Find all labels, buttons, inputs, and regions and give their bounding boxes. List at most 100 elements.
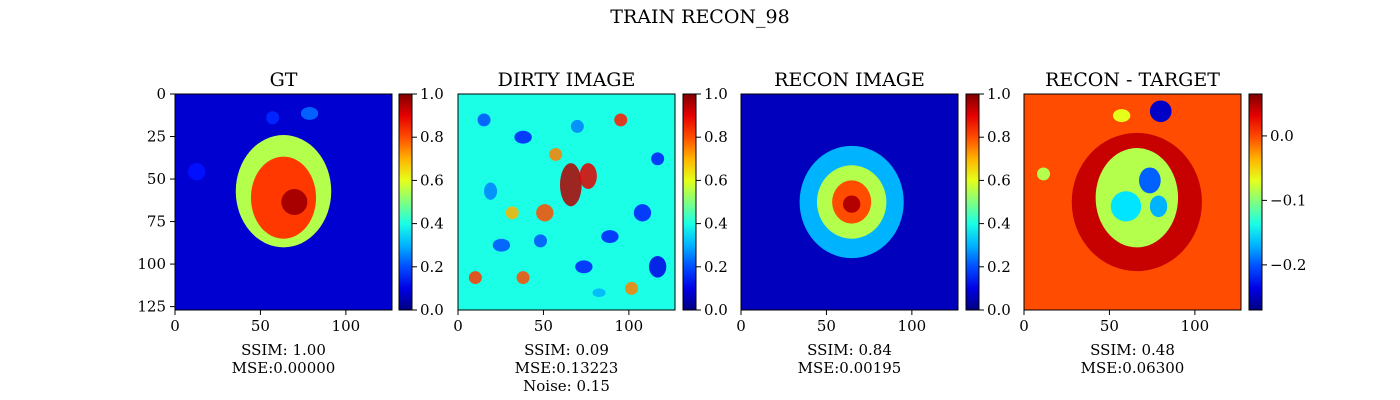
heatmap-feature xyxy=(468,271,482,285)
colorbar-tick-label: −0.1 xyxy=(1270,191,1306,209)
y-tick-label: 50 xyxy=(147,170,166,188)
heatmap-feature xyxy=(1139,167,1161,194)
figure-title: TRAIN RECON_98 xyxy=(610,6,789,28)
colorbar-tick-label: 0.4 xyxy=(420,215,444,233)
heatmap-image xyxy=(1037,100,1202,272)
x-tick-label: 100 xyxy=(1181,317,1210,335)
colorbar-tick-label: 0.2 xyxy=(420,258,444,276)
colorbar-tick-label: 0.2 xyxy=(704,258,728,276)
heatmap-feature xyxy=(533,234,547,248)
axes-frame xyxy=(1023,93,1242,311)
heatmap-feature xyxy=(570,119,584,133)
heatmap-feature xyxy=(601,230,619,244)
colorbar xyxy=(682,93,697,311)
x-tick-label: 100 xyxy=(615,317,644,335)
axes-frame xyxy=(174,93,393,311)
heatmap-feature xyxy=(1112,109,1131,123)
y-tick-label: 0 xyxy=(156,85,166,103)
colorbar xyxy=(1248,93,1263,311)
y-tick-label: 75 xyxy=(147,213,166,231)
heatmap-feature xyxy=(536,204,554,222)
metric-line: MSE:0.13223 xyxy=(515,359,619,377)
heatmap-feature xyxy=(633,204,652,222)
y-tick-label: 25 xyxy=(147,128,166,146)
colorbar xyxy=(398,93,413,311)
heatmap-feature xyxy=(549,148,563,161)
heatmap-feature xyxy=(300,106,319,120)
colorbar-tick-label: 0.4 xyxy=(704,215,728,233)
metric-line: SSIM: 0.84 xyxy=(807,341,892,359)
x-tick-label: 50 xyxy=(534,317,553,335)
heatmap-feature xyxy=(188,163,206,181)
colorbar-tick-label: 0.6 xyxy=(420,171,444,189)
y-tick-label: 100 xyxy=(137,255,166,273)
panel-title: GT xyxy=(270,69,298,91)
colorbar-tick-label: 0.0 xyxy=(1270,127,1294,145)
heatmap-feature xyxy=(477,113,491,127)
heatmap-image xyxy=(188,106,332,248)
colorbar-tick-label: 0.6 xyxy=(704,171,728,189)
colorbar-tick-label: 1.0 xyxy=(420,85,444,103)
panel-title: RECON IMAGE xyxy=(774,69,925,91)
heatmap-feature xyxy=(516,271,530,285)
metric-line: SSIM: 0.09 xyxy=(524,341,609,359)
panel-4: RECON - TARGET 0 50 100 0.0 −0.1 −0.2 SSIM: 0.4… xyxy=(1019,69,1306,377)
x-tick-label: 0 xyxy=(1019,317,1029,335)
x-tick-label: 0 xyxy=(453,317,463,335)
colorbar-tick-label: 1.0 xyxy=(704,85,728,103)
x-tick-label: 100 xyxy=(898,317,927,335)
heatmap-feature xyxy=(842,195,861,213)
panel-title: DIRTY IMAGE xyxy=(498,69,636,91)
colorbar-tick-label: 1.0 xyxy=(987,85,1011,103)
heatmap-feature xyxy=(614,113,628,127)
panel-3: RECON IMAGE 0 50 100 0.0 0.2 0.4 0.6 0.8 1.0 SSIM:… xyxy=(736,69,1011,377)
heatmap-feature xyxy=(648,255,667,278)
metric-line: MSE:0.00000 xyxy=(232,359,336,377)
metric-line: SSIM: 0.48 xyxy=(1090,341,1175,359)
colorbar-tick-label: 0.2 xyxy=(987,258,1011,276)
colorbar-tick-label: 0.6 xyxy=(987,171,1011,189)
x-tick-label: 0 xyxy=(736,317,746,335)
x-tick-label: 50 xyxy=(1100,317,1119,335)
metric-line: Noise: 0.15 xyxy=(523,377,610,395)
heatmap-image xyxy=(468,113,667,298)
heatmap-feature xyxy=(505,206,519,220)
metric-line: MSE:0.00195 xyxy=(798,359,902,377)
heatmap-feature xyxy=(1149,100,1172,123)
colorbar-tick-label: 0.0 xyxy=(420,301,444,319)
x-tick-label: 50 xyxy=(251,317,270,335)
heatmap-feature xyxy=(1037,167,1051,181)
x-tick-label: 0 xyxy=(170,317,180,335)
heatmap-feature xyxy=(575,260,593,274)
axes-frame xyxy=(457,93,676,311)
colorbar xyxy=(965,93,980,311)
heatmap-feature xyxy=(625,281,639,295)
heatmap-feature xyxy=(484,182,498,200)
heatmap-image xyxy=(799,145,904,259)
metric-line: SSIM: 1.00 xyxy=(241,341,326,359)
colorbar-tick-label: 0.8 xyxy=(704,128,728,146)
panel-title: RECON - TARGET xyxy=(1045,69,1220,91)
colorbar-tick-label: 0.0 xyxy=(704,301,728,319)
heatmap-feature xyxy=(1149,195,1168,218)
panel-1: GT 0 50 100 0 25 50 75 100 125 0.0 0.2 0.4 0.6 0.8 1.0 S… xyxy=(137,69,444,377)
heatmap-feature xyxy=(514,130,532,144)
panel-2: DIRTY IMAGE 0 50 100 0.0 0.2 0.4 0.6 0.8 1.0 SSIM:… xyxy=(453,69,728,395)
heatmap-feature xyxy=(579,163,597,190)
axes-frame xyxy=(740,93,959,311)
colorbar-tick-label: 0.0 xyxy=(987,301,1011,319)
heatmap-feature xyxy=(1110,191,1142,222)
heatmap-feature xyxy=(592,288,606,298)
heatmap-feature xyxy=(281,189,308,215)
heatmap-feature xyxy=(559,163,582,207)
colorbar-tick-label: 0.8 xyxy=(987,128,1011,146)
y-tick-label: 125 xyxy=(137,298,166,316)
metric-line: MSE:0.06300 xyxy=(1081,359,1185,377)
heatmap-feature xyxy=(651,152,665,166)
heatmap-feature xyxy=(266,111,280,125)
colorbar-tick-label: −0.2 xyxy=(1270,256,1306,274)
colorbar-tick-label: 0.8 xyxy=(420,128,444,146)
colorbar-tick-label: 0.4 xyxy=(987,215,1011,233)
